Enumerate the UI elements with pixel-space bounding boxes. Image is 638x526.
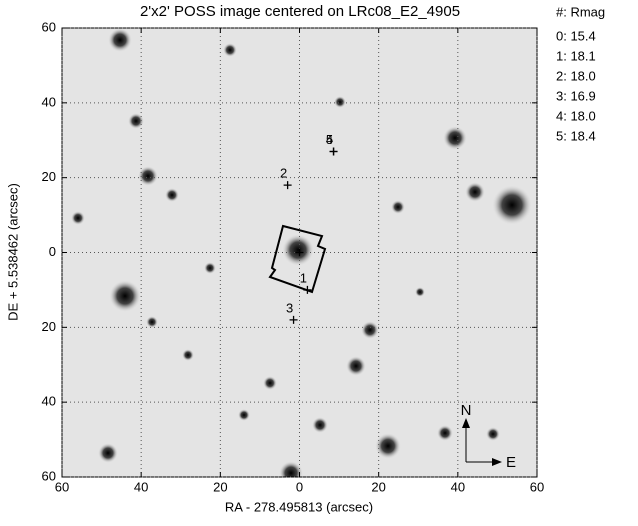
y-tick-label: 40 <box>42 394 56 409</box>
legend-entry: 5: 18.4 <box>556 128 596 143</box>
legend-title: #: Rmag <box>556 4 605 19</box>
y-tick-label: 40 <box>42 94 56 109</box>
star-label: 4 <box>326 132 333 147</box>
legend-entry: 0: 15.4 <box>556 28 596 43</box>
star-label: 1 <box>300 270 307 285</box>
x-tick-label: 40 <box>451 479 465 494</box>
legend-entry: 2: 18.0 <box>556 68 596 83</box>
star-label: 2 <box>280 166 287 181</box>
star-marker <box>289 315 298 324</box>
compass-east: E <box>506 454 516 471</box>
x-tick-label: 60 <box>530 479 544 494</box>
y-axis-label: DE + 5.538462 (arcsec) <box>5 183 20 321</box>
y-tick-label: 20 <box>42 169 56 184</box>
y-tick-label: 60 <box>42 468 56 483</box>
x-tick-label: 40 <box>134 479 148 494</box>
chart-title: 2'x2' POSS image centered on LRc08_E2_49… <box>140 3 460 20</box>
y-tick-label: 60 <box>42 19 56 34</box>
x-tick-label: 20 <box>371 479 385 494</box>
north-arrowhead <box>462 418 470 428</box>
x-tick-label: 60 <box>55 479 69 494</box>
x-axis-label: RA - 278.495813 (arcsec) <box>225 499 373 514</box>
star-marker <box>295 248 304 257</box>
legend-entry: 4: 18.0 <box>556 108 596 123</box>
star-label: 5 <box>326 132 333 147</box>
star-label: 3 <box>286 300 293 315</box>
compass-north: N <box>461 402 472 419</box>
star-marker <box>283 181 292 190</box>
footprint <box>268 224 327 294</box>
y-tick-label: 20 <box>42 319 56 334</box>
east-arrowhead <box>492 458 502 466</box>
x-tick-label: 20 <box>213 479 227 494</box>
legend-entry: 3: 16.9 <box>556 88 596 103</box>
legend-entry: 1: 18.1 <box>556 48 596 63</box>
y-tick-label: 0 <box>49 244 56 259</box>
x-tick-label: 0 <box>296 479 303 494</box>
star-marker <box>303 285 312 294</box>
star-marker <box>329 147 338 156</box>
